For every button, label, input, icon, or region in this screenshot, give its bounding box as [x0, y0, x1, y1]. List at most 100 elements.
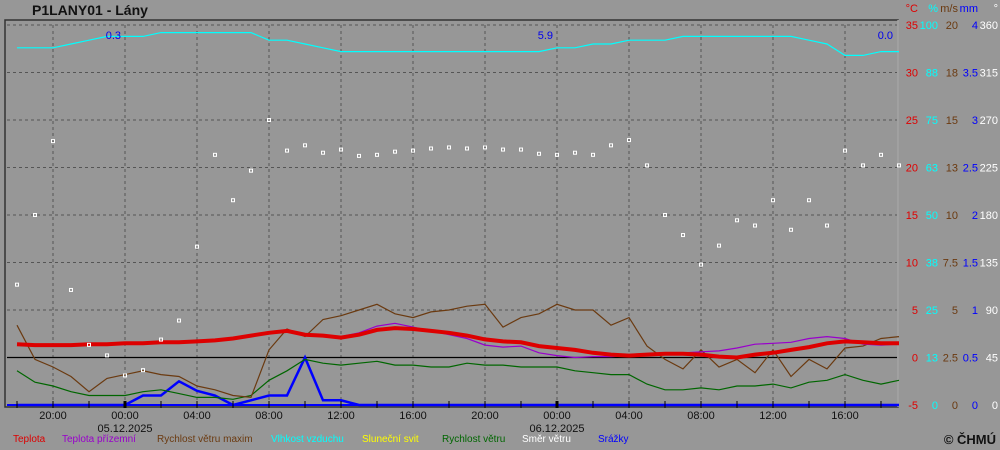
chart-title: P1LANY01 - Lány: [32, 2, 148, 18]
axis-tick-label: 13: [946, 163, 958, 175]
wind-direction-point: [213, 152, 217, 157]
axis-tick-label: 5: [952, 305, 958, 317]
daily-total-label: 5.9: [538, 30, 553, 42]
axis-tick-label: 75: [926, 115, 938, 127]
wind-direction-point: [537, 151, 541, 156]
axis-tick-label: 63: [926, 163, 938, 175]
axis-tick-label: 20: [906, 163, 918, 175]
axis-tick-label: 38: [926, 258, 938, 270]
wind-direction-point: [393, 149, 397, 154]
axis-unit-0: °C: [906, 3, 918, 15]
time-tick-label: 20:00: [471, 410, 499, 422]
axis-tick-label: 20: [946, 20, 958, 32]
daily-total-label: 0.0: [878, 30, 893, 42]
axis-tick-label: 0: [952, 400, 958, 412]
axis-tick-label: 225: [980, 163, 998, 175]
axis-tick-label: 180: [980, 210, 998, 222]
wind-direction-point: [645, 163, 649, 168]
wind-direction-point: [681, 233, 685, 238]
wind-direction-point: [51, 139, 55, 144]
legend-item: Rychlost větru: [442, 434, 506, 445]
axis-unit-3: mm: [960, 3, 978, 15]
wind-direction-point: [591, 152, 595, 157]
wind-direction-point: [285, 148, 289, 153]
axis-tick-label: 10: [946, 210, 958, 222]
axis-unit-4: °: [994, 3, 998, 15]
axis-tick-label: 25: [906, 115, 918, 127]
wind-direction-point: [609, 143, 613, 148]
axis-tick-label: 2: [972, 210, 978, 222]
axis-tick-label: 50: [926, 210, 938, 222]
wind-direction-point: [87, 342, 91, 347]
axis-tick-label: 7.5: [943, 258, 958, 270]
wind-direction-point: [15, 282, 19, 287]
wind-direction-point: [249, 168, 253, 173]
wind-direction-point: [303, 143, 307, 148]
date-label: 05.12.2025: [97, 423, 152, 435]
wind-direction-point: [519, 147, 523, 152]
wind-direction-point: [663, 213, 667, 217]
axis-tick-label: 25: [926, 305, 938, 317]
axis-tick-label: 1.5: [963, 258, 978, 270]
wind-direction-point: [339, 147, 343, 152]
wind-direction-point: [771, 198, 775, 203]
plot-frame: [4, 19, 899, 408]
time-tick-label: 04:00: [615, 410, 643, 422]
axis-tick-label: 35: [906, 20, 918, 32]
time-tick-label: 12:00: [759, 410, 787, 422]
date-label: 06.12.2025: [529, 423, 584, 435]
axis-tick-label: 0: [932, 400, 938, 412]
daily-total-label: 0.3: [106, 30, 121, 42]
axis-tick-label: 18: [946, 68, 958, 80]
wind-direction-point: [465, 146, 469, 151]
wind-direction-point: [411, 148, 415, 153]
time-tick-label: 04:00: [183, 410, 211, 422]
axis-tick-label: 45: [986, 353, 998, 365]
wind-direction-point: [375, 152, 379, 157]
axis-tick-label: 5: [912, 305, 918, 317]
wind-direction-point: [861, 163, 865, 168]
axis-tick-label: 13: [926, 353, 938, 365]
wind-direction-point: [897, 163, 901, 168]
wind-direction-point: [843, 148, 847, 153]
wind-direction-point: [627, 138, 631, 143]
axis-unit-2: m/s: [940, 3, 958, 15]
axis-tick-label: 135: [980, 258, 998, 270]
time-tick-label: 20:00: [39, 410, 67, 422]
series-line: [16, 303, 900, 399]
wind-direction-point: [807, 198, 811, 203]
legend-item: Teplota přízemní: [62, 434, 136, 445]
wind-direction-point: [789, 227, 793, 232]
time-tick-label: 00:00: [111, 410, 139, 422]
axis-tick-label: 3.5: [963, 68, 978, 80]
wind-direction-point: [321, 150, 325, 155]
axis-tick-label: -5: [908, 400, 918, 412]
wind-direction-point: [735, 218, 739, 223]
axis-tick-label: 2.5: [943, 353, 958, 365]
legend-item: Rychlost větru maxim: [157, 434, 253, 445]
wind-direction-point: [879, 152, 883, 157]
wind-direction-point: [573, 150, 577, 155]
axis-tick-label: 315: [980, 68, 998, 80]
legend-item: Srážky: [598, 434, 629, 445]
wind-direction-point: [177, 318, 181, 323]
time-tick-label: 16:00: [399, 410, 427, 422]
axis-tick-label: 90: [986, 305, 998, 317]
legend-item: Sluneční svit: [362, 434, 419, 445]
axis-tick-label: 0: [992, 400, 998, 412]
legend-item: Směr větru: [522, 434, 571, 445]
series-line: [17, 31, 899, 57]
axis-tick-label: 0.5: [963, 353, 978, 365]
legend-item: Vlhkost vzduchu: [271, 434, 344, 445]
axis-tick-label: 100: [920, 20, 938, 32]
axis-tick-label: 3: [972, 115, 978, 127]
axis-tick-label: 15: [946, 115, 958, 127]
wind-direction-point: [717, 243, 721, 248]
time-tick-label: 00:00: [543, 410, 571, 422]
wind-direction-point: [501, 147, 505, 152]
axis-tick-label: 30: [906, 68, 918, 80]
legend-item: Teplota: [13, 434, 46, 445]
wind-direction-point: [699, 262, 703, 267]
axis-tick-label: 0: [912, 353, 918, 365]
wind-direction-point: [69, 287, 73, 292]
